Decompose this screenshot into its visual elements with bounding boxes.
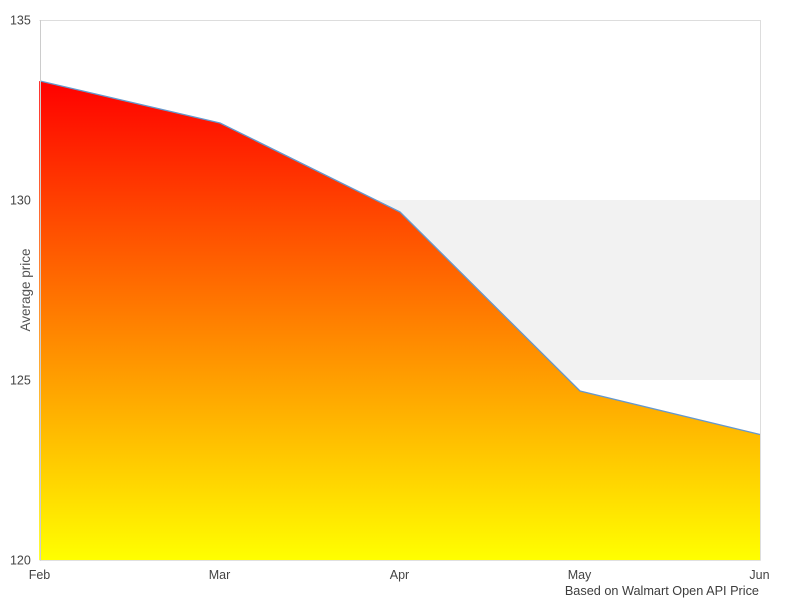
svg-text:135: 135 (10, 14, 31, 28)
svg-text:120: 120 (10, 554, 31, 568)
svg-text:130: 130 (10, 194, 31, 208)
svg-text:Based on Walmart Open API Pric: Based on Walmart Open API Price (565, 584, 759, 598)
svg-text:Feb: Feb (29, 568, 51, 582)
svg-text:Mar: Mar (209, 568, 231, 582)
svg-text:Jun: Jun (749, 568, 769, 582)
svg-text:Apr: Apr (390, 568, 409, 582)
svg-text:125: 125 (10, 374, 31, 388)
svg-text:Average price: Average price (18, 248, 33, 331)
svg-text:May: May (568, 568, 592, 582)
